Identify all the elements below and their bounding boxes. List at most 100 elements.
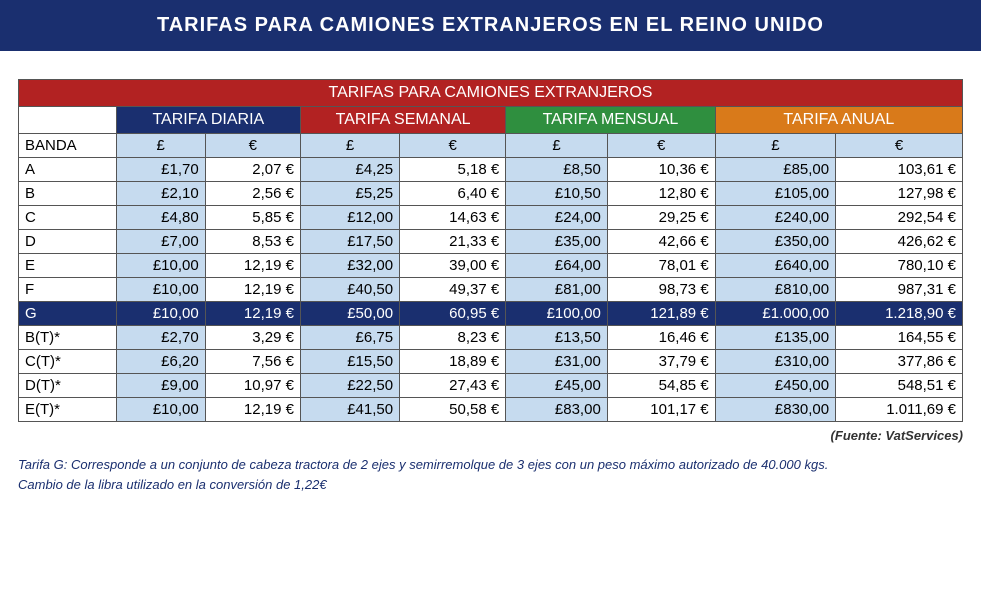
table-row: E£10,0012,19 €£32,0039,00 €£64,0078,01 €… [19,254,963,278]
daily-eur: 12,19 € [205,254,300,278]
annual-eur: 103,61 € [836,158,963,182]
weekly-gbp: £22,50 [300,374,399,398]
weekly-eur: 21,33 € [400,230,506,254]
weekly-gbp: £40,50 [300,278,399,302]
monthly-eur: 78,01 € [607,254,715,278]
band-cell: G [19,302,117,326]
monthly-gbp: £24,00 [506,206,608,230]
daily-eur: 12,19 € [205,278,300,302]
monthly-eur: 98,73 € [607,278,715,302]
monthly-eur: 16,46 € [607,326,715,350]
monthly-eur: 37,79 € [607,350,715,374]
annual-gbp: £135,00 [715,326,835,350]
table-row: E(T)*£10,0012,19 €£41,5050,58 €£83,00101… [19,398,963,422]
daily-gbp: £10,00 [116,278,205,302]
weekly-eur: 50,58 € [400,398,506,422]
weekly-eur: 14,63 € [400,206,506,230]
table-row: C(T)*£6,207,56 €£15,5018,89 €£31,0037,79… [19,350,963,374]
annual-eur: 127,98 € [836,182,963,206]
table-row: B£2,102,56 €£5,256,40 €£10,5012,80 €£105… [19,182,963,206]
daily-gbp: £1,70 [116,158,205,182]
band-cell: E(T)* [19,398,117,422]
daily-gbp: £4,80 [116,206,205,230]
band-cell: F [19,278,117,302]
annual-eur: 548,51 € [836,374,963,398]
currency-row: BANDA £ € £ € £ € £ € [19,134,963,158]
weekly-gbp: £12,00 [300,206,399,230]
section-mensual: TARIFA MENSUAL [506,107,715,134]
band-cell: A [19,158,117,182]
weekly-gbp: £5,25 [300,182,399,206]
curr-eur: € [205,134,300,158]
band-cell: D [19,230,117,254]
curr-gbp: £ [300,134,399,158]
monthly-gbp: £64,00 [506,254,608,278]
weekly-eur: 18,89 € [400,350,506,374]
daily-eur: 7,56 € [205,350,300,374]
curr-gbp: £ [506,134,608,158]
annual-eur: 164,55 € [836,326,963,350]
curr-eur: € [400,134,506,158]
monthly-gbp: £83,00 [506,398,608,422]
tariff-table: TARIFAS PARA CAMIONES EXTRANJEROS TARIFA… [18,79,963,422]
annual-eur: 1.218,90 € [836,302,963,326]
daily-eur: 12,19 € [205,302,300,326]
band-cell: C(T)* [19,350,117,374]
monthly-gbp: £8,50 [506,158,608,182]
weekly-eur: 49,37 € [400,278,506,302]
daily-eur: 10,97 € [205,374,300,398]
table-row: A£1,702,07 €£4,255,18 €£8,5010,36 €£85,0… [19,158,963,182]
content-area: TARIFAS PARA CAMIONES EXTRANJEROS TARIFA… [0,51,981,504]
table-row: B(T)*£2,703,29 €£6,758,23 €£13,5016,46 €… [19,326,963,350]
monthly-eur: 101,17 € [607,398,715,422]
daily-eur: 8,53 € [205,230,300,254]
annual-eur: 780,10 € [836,254,963,278]
daily-gbp: £7,00 [116,230,205,254]
annual-eur: 292,54 € [836,206,963,230]
weekly-eur: 60,95 € [400,302,506,326]
monthly-eur: 12,80 € [607,182,715,206]
weekly-eur: 27,43 € [400,374,506,398]
monthly-gbp: £81,00 [506,278,608,302]
annual-gbp: £640,00 [715,254,835,278]
table-row: F£10,0012,19 €£40,5049,37 €£81,0098,73 €… [19,278,963,302]
monthly-gbp: £31,00 [506,350,608,374]
weekly-eur: 39,00 € [400,254,506,278]
weekly-gbp: £50,00 [300,302,399,326]
footnote-line-2: Cambio de la libra utilizado en la conve… [18,475,963,495]
monthly-eur: 10,36 € [607,158,715,182]
weekly-eur: 8,23 € [400,326,506,350]
daily-gbp: £10,00 [116,254,205,278]
band-cell: B(T)* [19,326,117,350]
band-cell: C [19,206,117,230]
banda-header: BANDA [19,134,117,158]
monthly-gbp: £13,50 [506,326,608,350]
curr-gbp: £ [715,134,835,158]
footnote-line-1: Tarifa G: Corresponde a un conjunto de c… [18,455,963,475]
daily-eur: 2,56 € [205,182,300,206]
annual-gbp: £810,00 [715,278,835,302]
daily-gbp: £2,70 [116,326,205,350]
monthly-gbp: £35,00 [506,230,608,254]
table-row: D(T)*£9,0010,97 €£22,5027,43 €£45,0054,8… [19,374,963,398]
table-title: TARIFAS PARA CAMIONES EXTRANJEROS [19,80,963,107]
annual-gbp: £450,00 [715,374,835,398]
curr-gbp: £ [116,134,205,158]
annual-gbp: £105,00 [715,182,835,206]
annual-eur: 987,31 € [836,278,963,302]
annual-eur: 1.011,69 € [836,398,963,422]
table-row: G£10,0012,19 €£50,0060,95 €£100,00121,89… [19,302,963,326]
table-row: D£7,008,53 €£17,5021,33 €£35,0042,66 €£3… [19,230,963,254]
annual-gbp: £310,00 [715,350,835,374]
weekly-gbp: £17,50 [300,230,399,254]
daily-eur: 12,19 € [205,398,300,422]
weekly-gbp: £4,25 [300,158,399,182]
weekly-gbp: £41,50 [300,398,399,422]
section-anual: TARIFA ANUAL [715,107,962,134]
table-title-row: TARIFAS PARA CAMIONES EXTRANJEROS [19,80,963,107]
annual-eur: 377,86 € [836,350,963,374]
monthly-eur: 42,66 € [607,230,715,254]
curr-eur: € [607,134,715,158]
weekly-gbp: £32,00 [300,254,399,278]
section-diaria: TARIFA DIARIA [116,107,300,134]
